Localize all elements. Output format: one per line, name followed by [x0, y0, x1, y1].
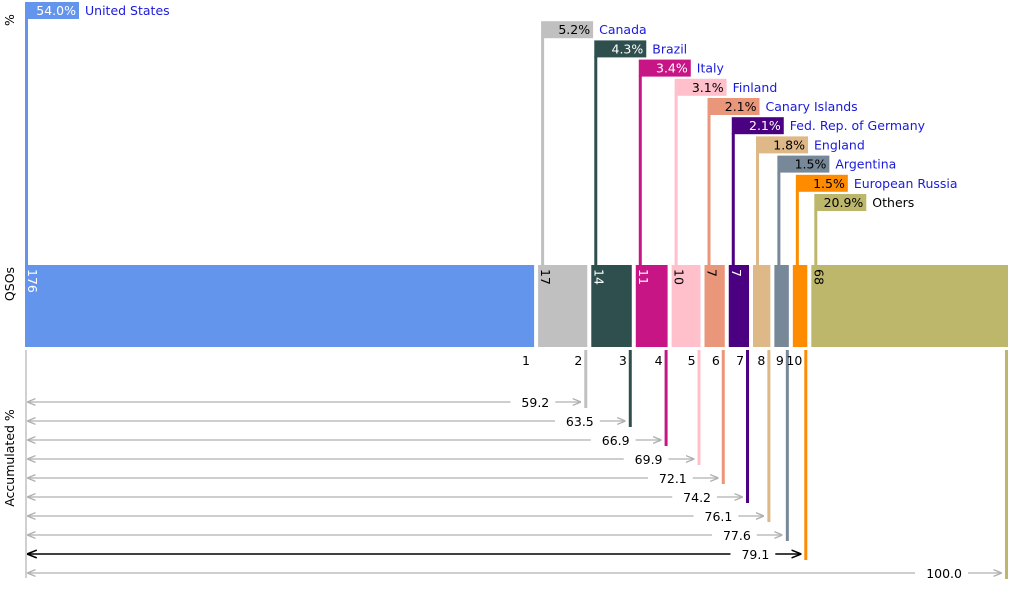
percent-label-box [25, 2, 79, 19]
accumulated-line [721, 350, 725, 484]
rank-number: 1 [522, 353, 530, 368]
accumulated-line [628, 350, 632, 427]
rank-number: 3 [619, 353, 627, 368]
qso-bar [753, 265, 771, 347]
accumulated-line [664, 350, 668, 446]
percent-label: 20.9% [824, 195, 864, 210]
country-label: European Russia [854, 176, 958, 191]
rank-number: 4 [655, 353, 663, 368]
percent-label-box [541, 21, 594, 39]
qso-bar [792, 265, 808, 347]
connector-line [25, 18, 28, 265]
qso-count: 17 [538, 269, 553, 285]
percent-label-box [638, 59, 691, 77]
percent-label-box [731, 117, 784, 135]
qso-bar [591, 265, 632, 347]
accumulated-line [767, 350, 771, 522]
qso-count: 176 [25, 269, 40, 293]
accumulated-line [1005, 350, 1008, 579]
percent-label: 4.3% [612, 41, 644, 56]
accumulated-value: 59.2 [521, 395, 549, 410]
percent-label-box [756, 136, 809, 154]
rank-number: 8 [757, 353, 765, 368]
percent-label: 5.2% [558, 22, 590, 37]
qso-bar [811, 265, 1008, 347]
percent-label-box [594, 40, 647, 58]
accumulated-base-line [25, 350, 27, 578]
qso-bar [728, 265, 750, 347]
rank-number: 7 [736, 353, 744, 368]
country-label: Others [872, 195, 914, 210]
bottom-axis-label: Accumulated % [2, 409, 17, 507]
qso-bar [671, 265, 701, 347]
percent-label: 1.5% [795, 157, 827, 172]
qso-bar [774, 265, 789, 347]
qso-bar [704, 265, 725, 347]
country-label: Italy [697, 61, 725, 76]
top-axis-label: % [2, 14, 17, 26]
qso-count: 11 [636, 269, 651, 285]
rank-number: 2 [574, 353, 582, 368]
accumulated-value: 69.9 [635, 452, 663, 467]
connector-line [541, 37, 545, 266]
qso-count: 7 [705, 269, 720, 277]
accumulated-line [785, 350, 789, 541]
accumulated-value: 77.6 [723, 528, 751, 543]
rank-number: 5 [688, 353, 696, 368]
rank-number: 9 [776, 353, 784, 368]
percent-label: 1.5% [813, 176, 845, 191]
qso-bar [25, 265, 535, 347]
percent-label: 3.1% [692, 80, 724, 95]
accumulated-line [804, 350, 808, 560]
accumulated-value: 76.1 [705, 509, 733, 524]
connector-line [707, 114, 711, 265]
connector-line [674, 94, 678, 265]
accumulated-line [697, 350, 701, 465]
percent-label-box [777, 155, 830, 173]
percent-label-box [795, 174, 848, 192]
connector-line [731, 133, 735, 265]
connector-line [795, 190, 799, 265]
accumulated-value: 63.5 [566, 414, 594, 429]
connector-line [594, 56, 598, 266]
country-label: Canada [599, 22, 647, 37]
accumulated-value: 100.0 [926, 566, 962, 581]
percent-label-box [707, 98, 760, 115]
rank-number: 6 [712, 353, 720, 368]
qso-bar [538, 265, 588, 347]
country-label: Fed. Rep. of Germany [790, 118, 926, 133]
country-label: Argentina [835, 157, 896, 172]
rank-number: 10 [786, 353, 802, 368]
percent-label: 3.4% [656, 61, 688, 76]
percent-label: 2.1% [749, 118, 781, 133]
percent-label-box [674, 78, 727, 96]
accumulated-value: 66.9 [602, 433, 630, 448]
country-label: Finland [733, 80, 778, 95]
connector-line [777, 171, 781, 265]
percent-label: 1.8% [773, 137, 805, 152]
percent-label-box [814, 194, 867, 211]
percent-label: 2.1% [725, 99, 757, 114]
qso-count: 68 [811, 269, 826, 285]
country-label: England [814, 137, 865, 152]
qso-count: 7 [729, 269, 744, 277]
connector-line [638, 75, 642, 265]
accumulated-value: 79.1 [741, 547, 769, 562]
accumulated-value: 74.2 [683, 490, 711, 505]
qso-bar [635, 265, 668, 347]
percent-label: 54.0% [36, 3, 76, 18]
qso-count: 14 [591, 269, 606, 285]
accumulated-line [584, 350, 588, 408]
accumulated-value: 72.1 [659, 471, 687, 486]
connector-line [756, 152, 760, 265]
accumulated-line [746, 350, 750, 503]
country-label: Canary Islands [766, 99, 858, 114]
country-label: Brazil [652, 41, 687, 56]
country-label: United States [85, 3, 170, 18]
middle-axis-label: QSOs [2, 267, 17, 301]
qso-count: 10 [672, 269, 687, 285]
connector-line [814, 210, 818, 265]
